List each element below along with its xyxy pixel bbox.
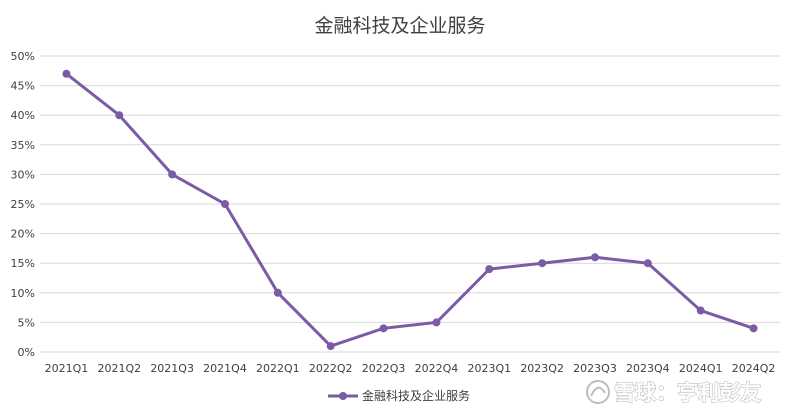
data-point: [221, 200, 229, 208]
chart-title: 金融科技及企业服务: [314, 15, 485, 37]
x-tick-label: 2024Q2: [732, 362, 776, 375]
y-tick-label: 40%: [11, 109, 35, 122]
x-tick-label: 2023Q1: [467, 362, 511, 375]
data-point: [749, 324, 758, 333]
x-tick-label: 2021Q3: [150, 362, 194, 375]
y-tick-label: 35%: [11, 139, 35, 152]
watermark-text: 雪球：亨利彭友: [614, 381, 761, 405]
x-tick-label: 2022Q2: [309, 362, 353, 375]
x-tick-label: 2021Q2: [97, 362, 141, 375]
x-tick-label: 2022Q1: [256, 362, 300, 375]
data-point: [696, 306, 705, 315]
legend: 金融科技及企业服务: [328, 388, 470, 403]
x-tick-label: 2023Q2: [520, 362, 564, 375]
watermark: 雪球：亨利彭友: [586, 380, 762, 406]
y-tick-label: 45%: [11, 80, 35, 93]
y-tick-label: 50%: [11, 50, 35, 63]
y-tick-label: 30%: [11, 168, 35, 181]
data-point: [538, 259, 547, 268]
snowball-logo-icon: [586, 380, 610, 404]
data-point: [379, 324, 388, 333]
x-tick-label: 2024Q1: [679, 362, 723, 375]
legend-marker: [339, 392, 347, 400]
x-axis-ticks: 2021Q1 2021Q2 2021Q3 2021Q4 2022Q1 2022Q2 2022…: [45, 362, 776, 375]
y-tick-label: 15%: [11, 257, 35, 270]
x-tick-label: 2023Q3: [573, 362, 617, 375]
x-tick-label: 2022Q3: [362, 362, 406, 375]
legend-label: 金融科技及企业服务: [362, 388, 470, 403]
data-point: [643, 259, 652, 268]
y-tick-label: 0%: [18, 346, 35, 359]
gridlines: [40, 55, 780, 353]
series-group: [62, 69, 758, 351]
data-point: [591, 253, 599, 262]
data-point: [115, 111, 124, 120]
y-tick-label: 5%: [18, 316, 35, 329]
x-tick-label: 2021Q1: [45, 362, 89, 375]
y-axis-ticks: 0% 5% 10% 15% 20% 25% 30% 35% 40% 45% 50%: [11, 50, 35, 359]
y-tick-label: 20%: [11, 228, 35, 241]
data-point: [326, 342, 335, 351]
data-point: [273, 288, 282, 297]
y-tick-label: 10%: [11, 287, 35, 300]
data-point: [62, 69, 71, 78]
data-point: [485, 265, 494, 274]
data-point: [168, 170, 177, 179]
data-point: [432, 318, 441, 327]
y-tick-label: 25%: [11, 198, 35, 211]
x-tick-label: 2023Q4: [626, 362, 670, 375]
x-tick-label: 2021Q4: [203, 362, 247, 375]
x-tick-label: 2022Q4: [415, 362, 459, 375]
series-line: [65, 72, 755, 348]
